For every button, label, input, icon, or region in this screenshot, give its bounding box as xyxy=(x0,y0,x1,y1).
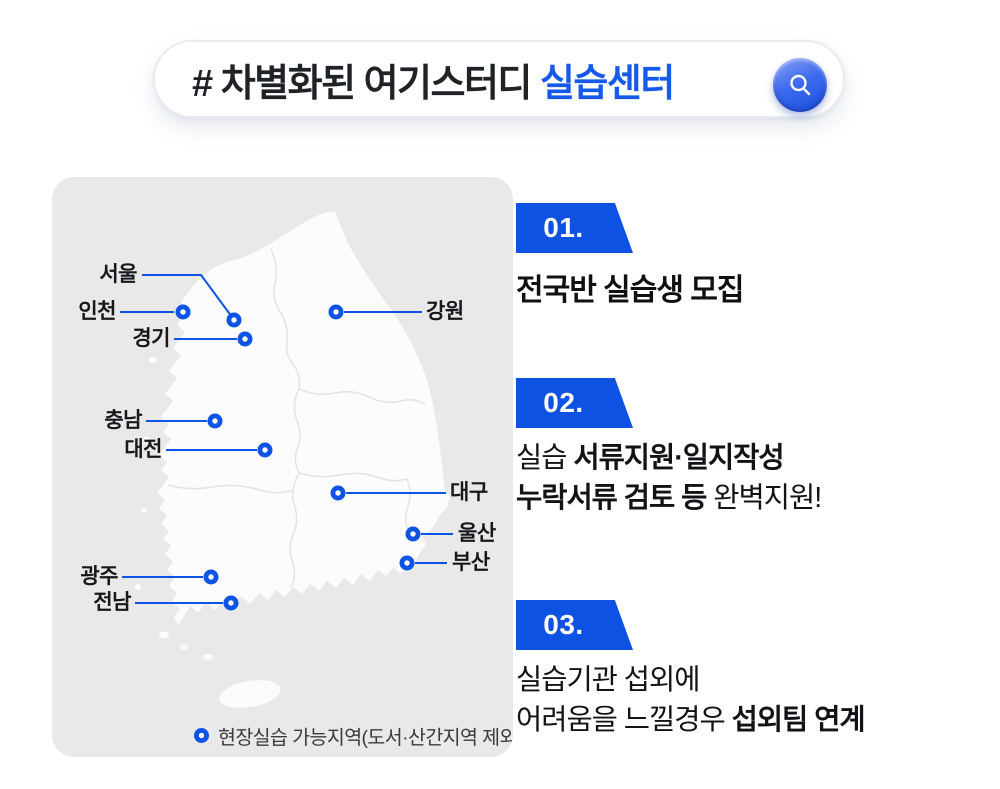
feature-02-badge: 02. xyxy=(516,378,633,428)
marker-daegu xyxy=(330,485,346,501)
page-title: # 차별화된 여기스터디 실습센터 xyxy=(192,52,675,107)
legend-dot-icon xyxy=(194,728,209,743)
marker-seoul xyxy=(226,312,242,328)
leader-lines xyxy=(120,274,453,604)
map-label-chungnam: 충남 xyxy=(104,409,142,432)
marker-busan xyxy=(399,555,415,571)
feature-02-line1: 실습 서류지원·일지작성 xyxy=(516,442,785,474)
leader-seoul xyxy=(142,274,233,318)
map-label-daejeon: 대전 xyxy=(124,438,162,461)
map-label-daegu: 대구 xyxy=(450,481,488,504)
marker-daejeon xyxy=(257,442,273,458)
korea-map-panel: 서울 인천 경기 강원 충남 대전 대구 울산 부산 광주 전남 현장실습 가능… xyxy=(52,177,513,757)
marker-ulsan xyxy=(405,526,421,542)
search-button[interactable] xyxy=(773,58,827,112)
page-title-accent: 실습센터 xyxy=(539,62,675,105)
city-markers xyxy=(175,304,421,611)
map-legend: 현장실습 가능지역(도서·산간지역 제외) xyxy=(194,721,513,750)
feature-01-line1: 전국반 실습생 모집 xyxy=(516,274,744,307)
map-label-gangwon: 강원 xyxy=(426,300,464,323)
feature-02-line2: 누락서류 검토 등 완벽지원! xyxy=(516,482,822,514)
small-islands xyxy=(135,357,213,660)
korea-map xyxy=(120,211,453,708)
feature-01-text: 전국반 실습생 모집 xyxy=(516,265,986,309)
map-label-seoul: 서울 xyxy=(99,263,137,286)
jeju-island xyxy=(219,680,281,708)
feature-item-03: 03. 실습기관 섭외에 어려움을 느낄경우 섭외팀 연계 xyxy=(516,600,986,740)
feature-item-01: 01. 전국반 실습생 모집 xyxy=(516,203,986,309)
page-title-dark: # 차별화된 여기스터디 xyxy=(192,62,540,105)
feature-02-text: 실습 서류지원·일지작성 누락서류 검토 등 완벽지원! xyxy=(516,438,986,518)
marker-gwangju xyxy=(203,569,219,585)
marker-incheon xyxy=(175,304,191,320)
search-icon xyxy=(789,74,810,95)
map-label-jeonnam: 전남 xyxy=(93,591,131,614)
feature-03-line2: 어려움을 느낄경우 섭외팀 연계 xyxy=(516,704,866,736)
feature-03-badge: 03. xyxy=(516,600,633,650)
province-borders xyxy=(167,248,426,588)
feature-03-line1: 실습기관 섭외에 xyxy=(516,664,700,696)
marker-gangwon xyxy=(328,304,344,320)
feature-item-02: 02. 실습 서류지원·일지작성 누락서류 검토 등 완벽지원! xyxy=(516,378,986,518)
header-pill: # 차별화된 여기스터디 실습센터 xyxy=(153,40,845,118)
map-label-incheon: 인천 xyxy=(78,300,116,323)
feature-03-text: 실습기관 섭외에 어려움을 느낄경우 섭외팀 연계 xyxy=(516,660,986,740)
map-label-gwangju: 광주 xyxy=(80,565,118,588)
marker-chungnam xyxy=(207,413,223,429)
marker-jeonnam xyxy=(223,595,239,611)
marker-gyeonggi xyxy=(237,331,253,347)
map-label-gyeonggi: 경기 xyxy=(132,327,170,350)
map-label-busan: 부산 xyxy=(452,551,490,574)
map-label-ulsan: 울산 xyxy=(458,522,496,545)
feature-01-badge: 01. xyxy=(516,203,633,253)
legend-text: 현장실습 가능지역(도서·산간지역 제외) xyxy=(218,727,513,749)
